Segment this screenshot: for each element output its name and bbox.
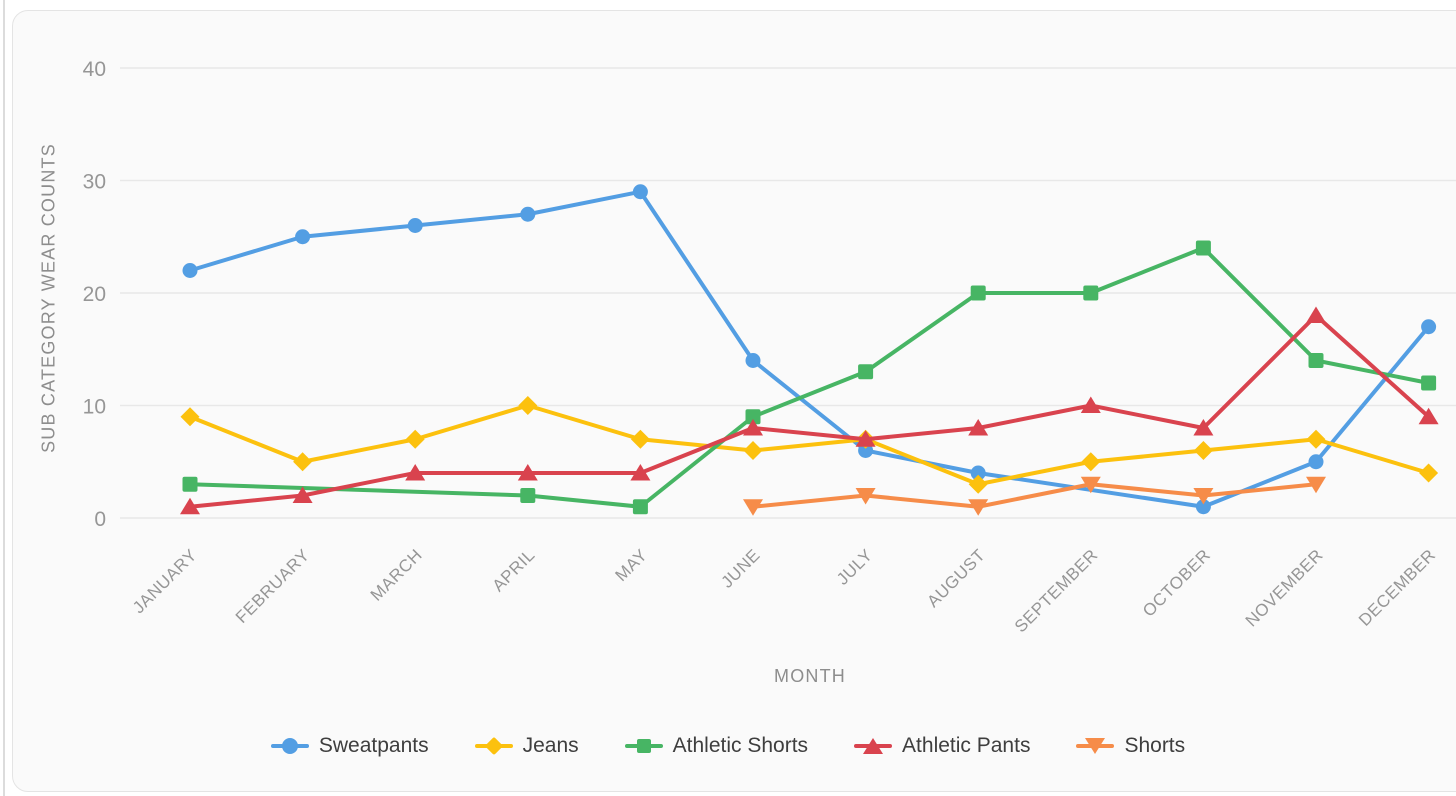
legend-item-athletic-shorts[interactable]: Athletic Shorts bbox=[624, 734, 809, 758]
legend-marker bbox=[624, 735, 663, 757]
point-athletic-shorts bbox=[632, 499, 648, 515]
point-sweatpants bbox=[182, 263, 198, 278]
point-jeans bbox=[518, 396, 538, 415]
point-athletic-pants bbox=[1306, 306, 1326, 323]
legend-item-athletic-pants[interactable]: Athletic Pants bbox=[854, 734, 1030, 758]
point-sweatpants bbox=[745, 353, 761, 368]
point-athletic-pants bbox=[517, 464, 538, 481]
chart-card bbox=[12, 10, 1456, 792]
y-tick-label: 30 bbox=[83, 171, 106, 194]
point-jeans bbox=[293, 452, 313, 472]
legend-item-jeans[interactable]: Jeans bbox=[474, 734, 579, 758]
point-jeans bbox=[968, 474, 988, 494]
point-athletic-pants bbox=[405, 464, 426, 481]
x-tick-label: AUGUST bbox=[923, 545, 989, 611]
series-line-shorts bbox=[751, 482, 1318, 509]
x-tick-label: JULY bbox=[833, 545, 876, 588]
point-athletic-pants bbox=[968, 419, 989, 436]
point-athletic-pants bbox=[180, 497, 200, 515]
point-athletic-pants bbox=[1418, 407, 1439, 425]
legend-label: Athletic Pants bbox=[902, 734, 1031, 757]
y-tick-label: 40 bbox=[83, 58, 106, 81]
y-axis-title: SUB CATEGORY WEAR COUNTS bbox=[38, 143, 59, 453]
series-line-sweatpants bbox=[188, 189, 1431, 509]
point-sweatpants bbox=[1308, 454, 1324, 470]
point-athletic-shorts bbox=[1308, 353, 1324, 368]
point-jeans bbox=[1419, 463, 1439, 483]
x-tick-label: SEPTEMBER bbox=[1011, 545, 1102, 636]
x-tick-label: FEBRUARY bbox=[232, 545, 314, 627]
point-shorts bbox=[1193, 488, 1214, 505]
point-sweatpants bbox=[1195, 499, 1211, 515]
point-sweatpants bbox=[520, 206, 536, 222]
series-line-athletic-shorts bbox=[188, 246, 1431, 509]
point-jeans bbox=[405, 429, 425, 449]
point-shorts bbox=[743, 499, 763, 516]
legend-label: Sweatpants bbox=[318, 734, 429, 757]
x-tick-label: DECEMBER bbox=[1355, 545, 1439, 629]
y-tick-label: 10 bbox=[83, 396, 106, 419]
point-sweatpants bbox=[295, 229, 311, 245]
point-athletic-pants bbox=[1193, 419, 1214, 436]
point-jeans bbox=[630, 429, 650, 449]
series-line-athletic-pants bbox=[188, 313, 1431, 509]
x-tick-label: MARCH bbox=[367, 545, 426, 604]
point-athletic-shorts bbox=[1083, 285, 1099, 301]
square-icon bbox=[636, 739, 651, 753]
x-axis-title: MONTH bbox=[774, 666, 846, 686]
point-athletic-pants bbox=[855, 430, 876, 447]
point-athletic-shorts bbox=[858, 364, 874, 380]
legend: Sweatpants Jeans Athletic Shorts Athletic P… bbox=[0, 726, 1456, 766]
point-athletic-pants bbox=[630, 464, 651, 481]
point-sweatpants bbox=[970, 465, 986, 481]
point-sweatpants bbox=[407, 218, 423, 233]
point-jeans bbox=[1193, 441, 1213, 460]
series-line-jeans bbox=[188, 403, 1431, 487]
circle-icon bbox=[281, 738, 298, 754]
point-shorts bbox=[855, 488, 876, 505]
legend-item-shorts[interactable]: Shorts bbox=[1076, 734, 1185, 758]
x-tick-label: NOVEMBER bbox=[1242, 545, 1327, 630]
x-tick-label: MAY bbox=[612, 545, 652, 585]
legend-label: Shorts bbox=[1124, 734, 1186, 757]
legend-label: Jeans bbox=[522, 734, 579, 757]
point-athletic-shorts bbox=[970, 285, 986, 301]
legend-marker bbox=[1076, 735, 1115, 757]
legend-marker bbox=[474, 735, 513, 757]
point-sweatpants bbox=[1421, 319, 1437, 335]
point-shorts bbox=[1306, 476, 1326, 494]
y-tick-label: 20 bbox=[83, 283, 106, 306]
legend-marker bbox=[270, 735, 309, 757]
x-tick-label: APRIL bbox=[489, 545, 539, 595]
point-sweatpants bbox=[632, 184, 648, 200]
legend-item-sweatpants[interactable]: Sweatpants bbox=[270, 734, 429, 758]
point-athletic-shorts bbox=[1195, 240, 1211, 256]
point-athletic-pants bbox=[743, 419, 763, 436]
triangle-up-icon bbox=[863, 738, 884, 754]
x-tick-label: JANUARY bbox=[129, 545, 201, 617]
legend-marker bbox=[854, 735, 893, 757]
point-athletic-shorts bbox=[182, 476, 198, 492]
left-divider bbox=[3, 0, 5, 796]
point-athletic-pants bbox=[1080, 396, 1101, 413]
point-jeans bbox=[180, 407, 200, 427]
point-athletic-shorts bbox=[1421, 375, 1437, 391]
point-athletic-shorts bbox=[520, 488, 536, 503]
point-athletic-pants bbox=[292, 486, 313, 503]
point-jeans bbox=[743, 441, 763, 460]
x-tick-label: OCTOBER bbox=[1139, 545, 1214, 620]
point-athletic-shorts bbox=[745, 409, 761, 425]
legend-label: Athletic Shorts bbox=[672, 734, 809, 757]
diamond-icon bbox=[484, 736, 503, 756]
point-shorts bbox=[968, 499, 989, 516]
point-shorts bbox=[1080, 476, 1101, 494]
triangle-down-icon bbox=[1085, 738, 1106, 754]
point-jeans bbox=[1306, 429, 1326, 449]
x-tick-label: JUNE bbox=[718, 545, 764, 591]
point-jeans bbox=[1081, 452, 1101, 472]
y-tick-label: 0 bbox=[94, 508, 106, 531]
